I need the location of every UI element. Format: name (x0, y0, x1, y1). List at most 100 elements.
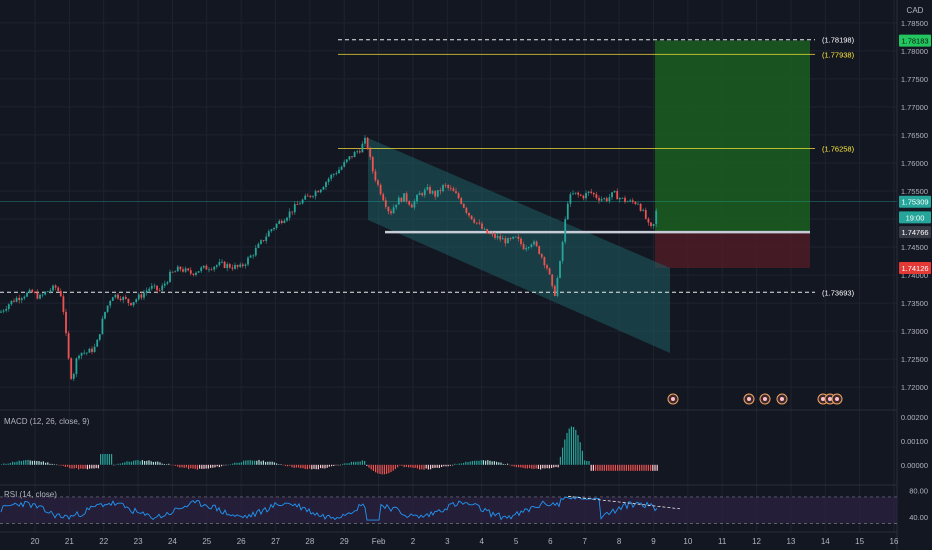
rsi-band (0, 496, 897, 524)
macd-bar (641, 464, 643, 471)
macd-bar (243, 460, 245, 465)
candle-body (369, 149, 372, 158)
macd-bar (166, 464, 168, 465)
macd-bar (581, 450, 583, 465)
candle-body (460, 198, 463, 204)
candle-body (442, 184, 444, 192)
macd-bar (388, 464, 390, 474)
candle-body (382, 194, 385, 201)
candle-body (278, 220, 281, 224)
candle-body (566, 203, 569, 220)
candle-body (166, 282, 169, 284)
macd-bar (181, 464, 183, 468)
candle-body (559, 261, 561, 278)
candle-body (96, 339, 99, 347)
candle-body (343, 161, 346, 167)
macd-bar (234, 462, 236, 465)
macd-bar (419, 464, 421, 470)
macd-bar (579, 442, 581, 465)
macd-bar (289, 464, 291, 466)
macd-bar (311, 464, 313, 470)
macd-bar (119, 463, 121, 465)
candle-body (72, 373, 75, 379)
macd-bar (322, 464, 324, 469)
macd-bar (293, 464, 295, 468)
rsi-title: RSI (14, close) (4, 490, 57, 499)
candle-body (611, 192, 613, 198)
candle-body (5, 308, 8, 311)
candle-body (410, 204, 413, 208)
candle-body (267, 231, 270, 237)
x-tick-label: 22 (99, 537, 108, 546)
macd-bar (370, 464, 372, 470)
price-tag-label: 1.78183 (901, 37, 928, 46)
price-tag-label: 1.74766 (901, 228, 928, 237)
macd-bar (401, 464, 403, 466)
candle-body (26, 292, 28, 297)
macd-bar (267, 461, 269, 465)
candle-body (169, 271, 171, 283)
candle-body (215, 265, 218, 267)
candle-body (473, 219, 476, 223)
macd-bar (526, 464, 528, 469)
candle-body (520, 238, 522, 245)
price-levels: (1.78198) (1.77938) (1.76258) (1.73693) (0, 36, 897, 297)
y-tick-label: 1.76000 (901, 159, 928, 168)
candle-body (18, 297, 21, 301)
candle-body (392, 207, 395, 214)
candle-body (309, 195, 312, 197)
candle-body (104, 311, 106, 319)
x-tick-label: 7 (583, 537, 588, 546)
candle-body (109, 300, 112, 306)
macd-bar (331, 464, 333, 467)
candle-body (127, 298, 130, 303)
macd-bar (106, 454, 108, 465)
macd-bar (394, 464, 396, 470)
macd-bar (465, 461, 467, 465)
macd-bar (562, 447, 564, 465)
macd-bar (47, 462, 49, 465)
macd-bar (447, 464, 449, 467)
macd-bar (463, 462, 465, 465)
macd-bar (73, 464, 75, 469)
price-tag (899, 211, 931, 224)
candle-body (598, 197, 600, 201)
candle-body (41, 294, 44, 296)
macd-tick-label: 0.00100 (901, 437, 928, 446)
candle-body (283, 220, 286, 224)
macd-bar (247, 460, 249, 465)
candle-body (236, 264, 239, 267)
macd-bar (126, 461, 128, 465)
candle-body (46, 291, 49, 293)
candle-body (358, 151, 361, 153)
candle-body (538, 246, 541, 255)
event-marker-dot (763, 397, 767, 401)
macd-bar (170, 464, 172, 466)
macd-bar (537, 464, 539, 469)
candle-body (579, 194, 582, 196)
candle-body (413, 201, 416, 208)
candle-body (273, 227, 275, 230)
macd-bar (471, 460, 473, 465)
candle-body (75, 358, 78, 374)
candle-body (605, 198, 608, 202)
event-markers[interactable] (667, 393, 843, 405)
macd-bar (113, 464, 115, 466)
candle-body (244, 264, 247, 266)
macd-bar (542, 464, 544, 469)
candle-body (629, 200, 632, 202)
level-label: (1.78198) (822, 36, 855, 45)
candle-body (561, 241, 564, 262)
candle-body (184, 268, 187, 272)
macd-bar (130, 461, 132, 465)
macd-bar (199, 464, 201, 469)
candle-body (379, 184, 382, 195)
macd-bar (597, 464, 599, 471)
time-axis[interactable]: 20 21 22 23 24 25 26 27 28 29 Feb 2 3 4 5 6 7 8 9 10 11 12 13 1… (31, 537, 899, 546)
candle-body (202, 265, 205, 268)
macd-bar (531, 464, 533, 469)
macd-bar (280, 464, 282, 465)
candle-body (548, 268, 551, 275)
candle-body (540, 254, 543, 258)
